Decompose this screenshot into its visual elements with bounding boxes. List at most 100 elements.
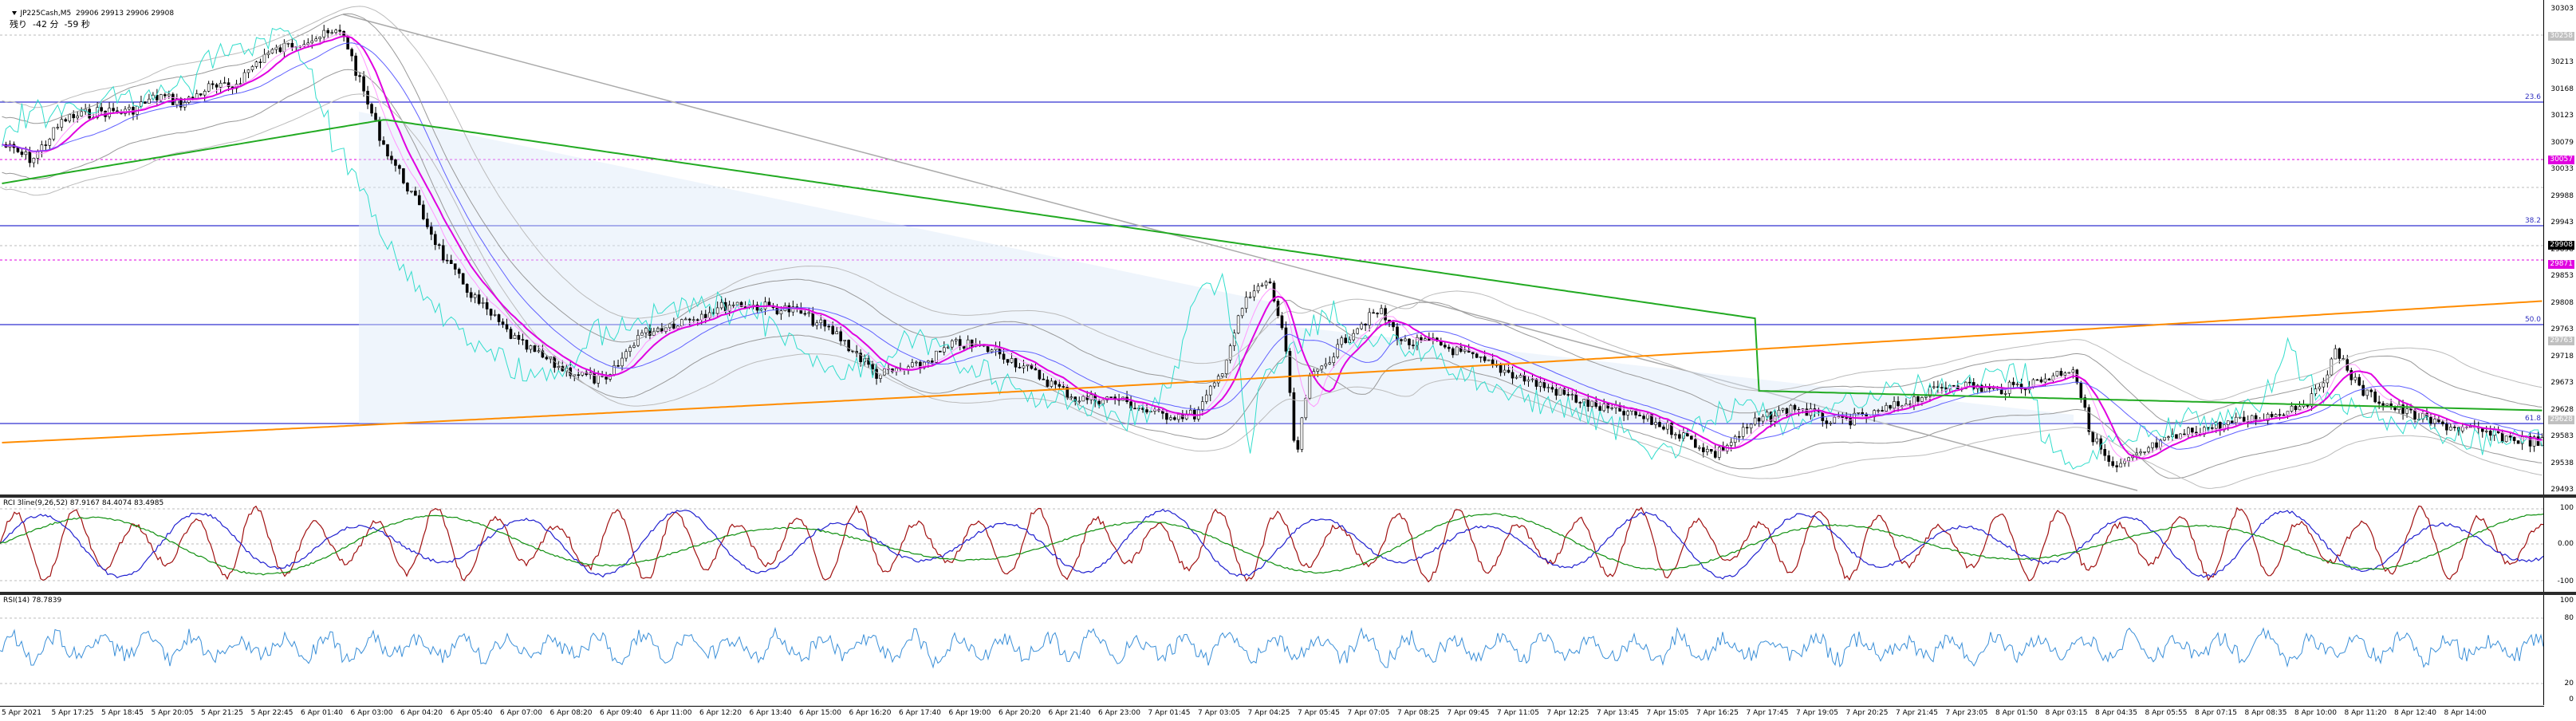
candle-body: [2211, 427, 2214, 429]
candle-body: [1944, 387, 1948, 389]
rsi-scale[interactable]: 100 80 20 0: [2543, 595, 2576, 705]
candle-body: [262, 54, 266, 63]
rci-scale[interactable]: 100 0.00 -100: [2543, 498, 2576, 592]
candle-body: [2381, 403, 2385, 406]
candle-body: [2087, 407, 2091, 432]
candle-body: [521, 339, 525, 341]
candle-body: [632, 345, 636, 348]
price-tick: 30213: [2550, 58, 2574, 66]
candle-body: [1916, 396, 1920, 402]
candle-body: [160, 94, 163, 100]
price-tick: 30123: [2550, 112, 2574, 120]
price-tick: 29718: [2550, 352, 2574, 360]
candle-body: [620, 357, 624, 367]
candle-body: [457, 269, 461, 274]
candle-body: [1967, 381, 1971, 384]
time-label: 5 Apr 21:25: [201, 709, 243, 717]
candle-body: [477, 294, 481, 304]
candle-body: [2071, 369, 2075, 373]
candle-body: [414, 191, 417, 196]
candle-body: [211, 83, 215, 85]
candle-body: [2067, 372, 2071, 374]
pane-separator-2[interactable]: [0, 592, 2576, 595]
rsi-line: [0, 626, 2544, 669]
ma-orange: [2, 300, 2543, 443]
time-label: 6 Apr 16:20: [849, 709, 892, 717]
candle-body: [815, 322, 819, 326]
candle-body: [1709, 448, 1713, 452]
candle-body: [242, 72, 246, 85]
candle-body: [195, 93, 199, 99]
candle-body: [1558, 388, 1562, 396]
candle-body: [306, 42, 310, 45]
candle-body: [1877, 410, 1880, 412]
candle-body: [1666, 423, 1669, 430]
candle-body: [1054, 380, 1058, 385]
time-label: 7 Apr 09:45: [1447, 709, 1490, 717]
candle-body: [426, 219, 429, 227]
candle-body: [36, 151, 40, 159]
candle-body: [100, 107, 103, 112]
candle-body: [1849, 417, 1853, 426]
candle-body: [915, 361, 918, 364]
candle-body: [1690, 435, 1693, 440]
fib-label-50-0: 50.0: [2524, 316, 2541, 324]
candle-body: [1288, 351, 1292, 393]
price-scale[interactable]: 30303 30258 30213 30168 30123 30079 30033 29988…: [2543, 0, 2576, 494]
candle-body: [2369, 389, 2373, 392]
price-chart[interactable]: [0, 0, 2576, 494]
main-chart-pane[interactable]: JP225Cash,M5 29906 29913 29906 29908 残り …: [0, 0, 2576, 494]
candle-body: [453, 263, 457, 270]
time-axis[interactable]: 5 Apr 2021 5 Apr 17:25 5 Apr 18:45 5 Apr 20…: [0, 706, 2544, 721]
candle-body: [577, 374, 581, 376]
candle-body: [1518, 375, 1522, 378]
candle-body: [727, 305, 731, 312]
candle-body: [60, 119, 64, 128]
time-label: 5 Apr 2021: [2, 709, 41, 717]
candle-body: [286, 42, 290, 45]
dropdown-triangle-icon[interactable]: [12, 11, 18, 15]
candle-body: [167, 93, 171, 97]
candle-body: [994, 347, 998, 350]
candle-body: [2139, 451, 2142, 454]
candle-body: [1324, 364, 1328, 367]
candle-body: [2003, 393, 2007, 395]
candle-body: [1753, 417, 1757, 425]
candle-body: [28, 151, 32, 164]
candle-body: [1578, 402, 1582, 404]
candle-body: [52, 127, 56, 140]
rsi-pane[interactable]: RSI(14) 78.7839 100 80 20 0: [0, 595, 2576, 705]
rci-mid-line: [0, 508, 2544, 580]
candle-body: [1420, 337, 1423, 341]
candle-body: [1046, 379, 1050, 387]
candle-body: [2059, 371, 2063, 376]
rci-pane[interactable]: RCI 3line(9,26,52) 87.9167 84.4074 83.49…: [0, 498, 2576, 592]
candle-body: [664, 327, 668, 333]
candle-body: [2512, 436, 2516, 441]
rci-chart[interactable]: [0, 498, 2576, 592]
candle-body: [1444, 345, 1447, 348]
candle-body: [1928, 386, 1932, 397]
candle-body: [1177, 413, 1180, 420]
candle-body: [1284, 327, 1288, 352]
candle-body: [68, 114, 72, 122]
fib-label-23-6: 23.6: [2524, 93, 2541, 101]
time-label: 6 Apr 07:00: [500, 709, 542, 717]
candle-body: [433, 234, 437, 246]
time-label: 6 Apr 12:20: [699, 709, 742, 717]
candle-body: [163, 94, 167, 97]
candle-body: [1737, 435, 1741, 438]
price-tick: 29583: [2550, 432, 2574, 440]
candle-body: [469, 292, 473, 298]
candle-body: [2361, 384, 2365, 396]
rsi-chart[interactable]: [0, 595, 2576, 705]
candle-body: [2023, 388, 2027, 391]
price-tick: 29628: [2550, 405, 2574, 414]
candle-body: [1416, 337, 1419, 346]
candle-body: [1833, 416, 1837, 424]
candle-body: [2461, 427, 2464, 431]
pane-separator-1[interactable]: [0, 494, 2576, 498]
candle-body: [1368, 312, 1371, 326]
candle-body: [1459, 346, 1463, 352]
candle-body: [219, 82, 223, 88]
